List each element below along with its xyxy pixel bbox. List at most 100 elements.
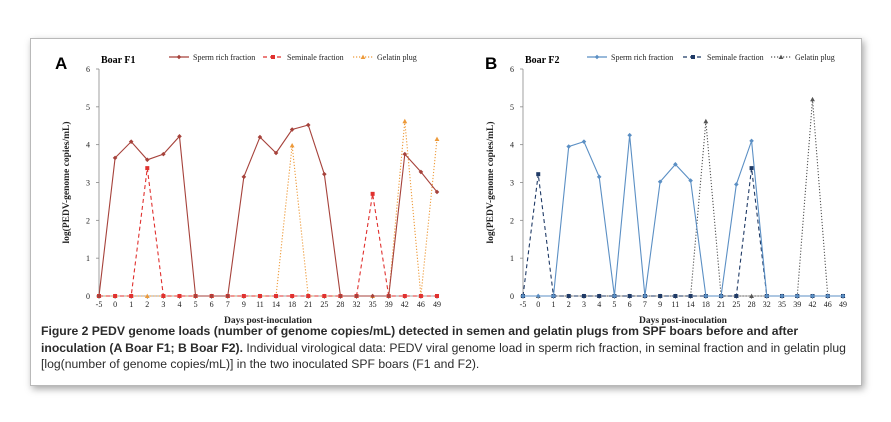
caption-text: Individual virological data: PEDV viral …	[41, 340, 846, 372]
data-point	[305, 122, 311, 128]
data-point-zero	[703, 293, 709, 299]
x-tick-label: 49	[433, 300, 441, 309]
y-tick-label: 5	[86, 103, 90, 112]
x-tick-label: 6	[628, 300, 632, 309]
data-point-zero	[322, 294, 327, 298]
data-point-zero	[257, 294, 262, 298]
x-tick-label: 28	[748, 300, 756, 309]
series-line	[98, 124, 438, 297]
data-point-zero	[290, 294, 295, 298]
x-tick-label: 1	[551, 300, 555, 309]
x-axis-label: Days post-inoculation	[224, 316, 313, 326]
data-point-zero	[566, 294, 571, 298]
y-tick-label: 2	[510, 216, 514, 225]
x-tick-label: 18	[288, 300, 296, 309]
legend-label: Gelatin plug	[795, 53, 835, 62]
series-1	[521, 166, 845, 298]
x-tick-label: 25	[732, 300, 740, 309]
caption-title: Figure 2 PEDV genome loads (number of ge…	[41, 324, 799, 355]
y-tick-label: 0	[86, 292, 90, 301]
legend-label: Sperm rich fraction	[611, 53, 673, 62]
y-tick-label: 2	[86, 216, 90, 225]
data-point-zero	[535, 293, 541, 299]
data-point	[566, 144, 572, 149]
x-tick-label: 46	[824, 300, 832, 309]
y-tick-label: 6	[86, 65, 90, 74]
figure-caption: Figure 2 PEDV genome loads (number of ge…	[41, 323, 853, 373]
chart-panel-b: B Boar F2 Sperm rich fraction Seminale frac…	[485, 53, 847, 326]
data-point-zero	[718, 293, 724, 299]
data-point	[257, 134, 263, 140]
data-point-zero	[225, 293, 231, 299]
x-tick-label: 4	[177, 300, 181, 309]
legend-item: Sperm rich fraction	[169, 53, 255, 62]
series-line	[99, 168, 437, 297]
panel-label: A	[55, 54, 67, 73]
data-point-zero	[241, 294, 246, 298]
x-tick-label: 5	[612, 300, 616, 309]
x-tick-label: 7	[643, 300, 647, 309]
x-tick-label: 9	[658, 300, 662, 309]
data-point	[657, 179, 663, 185]
data-point-zero	[581, 294, 586, 298]
data-point	[581, 139, 587, 144]
legend-marker	[778, 54, 784, 59]
x-tick-label: 21	[717, 300, 725, 309]
data-point	[673, 162, 678, 167]
data-point-zero	[435, 294, 439, 298]
y-tick-label: 0	[510, 292, 514, 301]
x-tick-label: 0	[536, 300, 540, 309]
x-tick-label: 0	[113, 300, 117, 309]
x-tick-label: 2	[567, 300, 571, 309]
series-line	[522, 168, 843, 297]
x-tick-label: 4	[597, 300, 601, 309]
series-line	[523, 135, 843, 297]
data-point-zero	[673, 294, 678, 298]
x-tick-label: -5	[520, 300, 527, 309]
chart-title: Boar F1	[101, 55, 136, 66]
y-tick-label: 5	[510, 103, 514, 112]
x-tick-label: 9	[242, 300, 246, 309]
data-point-zero	[306, 294, 311, 298]
x-tick-label: 28	[336, 300, 344, 309]
x-tick-label: 1	[129, 300, 133, 309]
x-tick-label: 11	[256, 300, 264, 309]
data-point-zero	[825, 293, 831, 299]
data-point	[370, 191, 375, 196]
x-tick-label: 18	[702, 300, 710, 309]
data-point	[749, 138, 754, 144]
y-tick-label: 3	[510, 179, 514, 188]
figure-card: A Boar F1 Sperm rich fraction Seminale frac…	[30, 38, 862, 386]
data-point-zero	[402, 294, 407, 298]
x-tick-label: -5	[96, 300, 103, 309]
data-point-zero	[734, 294, 739, 298]
data-point-zero	[144, 293, 150, 298]
x-tick-label: 39	[793, 300, 801, 309]
data-point	[289, 143, 295, 148]
data-point	[596, 174, 602, 180]
series-line	[99, 121, 438, 297]
data-point-zero	[193, 293, 198, 299]
x-tick-label: 35	[369, 300, 377, 309]
data-point	[434, 136, 440, 141]
data-point-zero	[627, 294, 632, 298]
series-2	[520, 96, 846, 298]
series-1	[97, 166, 439, 298]
data-point-zero	[688, 294, 693, 298]
data-point-zero	[658, 294, 663, 298]
data-point-zero	[274, 294, 279, 298]
x-tick-label: 5	[194, 300, 198, 309]
data-point-zero	[177, 294, 182, 298]
data-point	[402, 151, 408, 157]
x-tick-label: 32	[763, 300, 771, 309]
data-point-zero	[161, 294, 166, 298]
data-point-zero	[597, 294, 602, 298]
y-tick-label: 1	[86, 254, 90, 263]
data-point	[703, 118, 709, 124]
data-point-zero	[779, 293, 785, 299]
legend-item: Sperm rich fraction	[587, 53, 673, 62]
legend-label: Seminale fraction	[287, 53, 344, 62]
data-point	[536, 172, 541, 177]
legend-label: Seminale fraction	[707, 53, 764, 62]
x-tick-label: 14	[687, 300, 695, 309]
